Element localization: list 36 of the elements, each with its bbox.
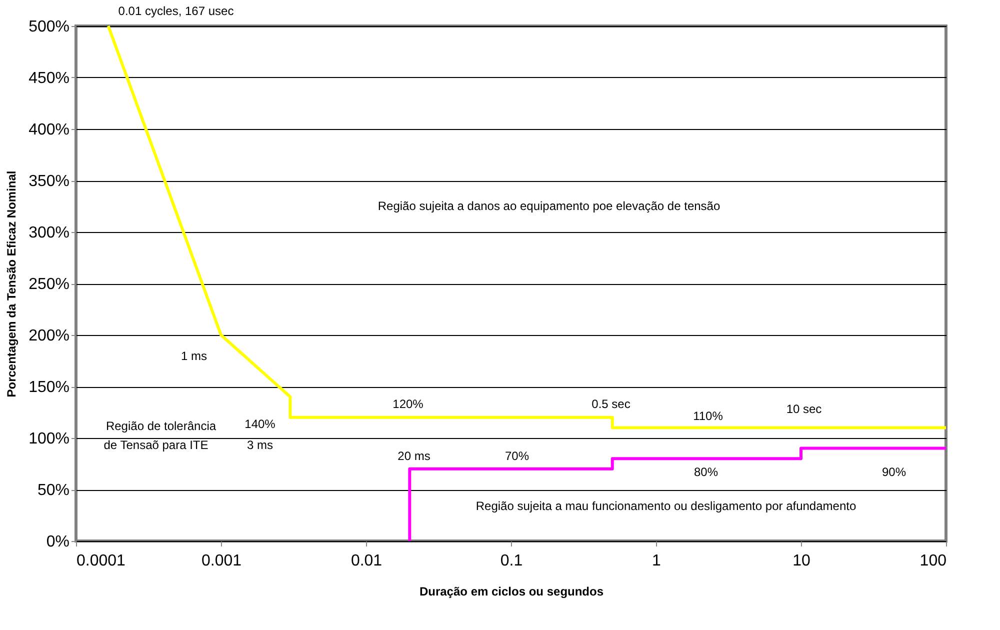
annotation: 70% (504, 449, 530, 463)
y-tick-label: 300% (28, 224, 70, 242)
y-tick-label: 50% (37, 482, 70, 499)
y-tick-label: 250% (28, 276, 70, 293)
x-tick-label: 1 (652, 552, 662, 570)
y-axis-title: Porcentagem da Tensão Eficaz Nominal (4, 170, 19, 398)
y-tick-label: 200% (28, 328, 70, 344)
annotation: 140% (244, 417, 276, 431)
annotation: 1 ms (180, 349, 208, 363)
y-tick-label: 500% (28, 18, 70, 36)
annotation: Região sujeita a mau funcionamento ou desligamento por afundamento (476, 499, 856, 513)
x-tick-label: 10 (792, 552, 810, 570)
x-tick-label: 100 (920, 552, 947, 570)
y-tick-label: 100% (28, 430, 70, 448)
annotation: 10 sec (786, 402, 822, 416)
y-tick-label: 0% (46, 534, 70, 550)
y-tick-label: 400% (28, 122, 70, 138)
annotation: de Tensaõ para ITE (104, 438, 208, 452)
annotation: Região de tolerância (106, 419, 216, 433)
annotation: 0.5 sec (592, 397, 630, 411)
annotation: 80% (694, 465, 718, 479)
annotation: Região sujeita a danos ao equipamento poe elevação de tensão (378, 199, 720, 213)
x-tick-label: 0.001 (201, 552, 242, 570)
annotation: 90% (882, 465, 906, 479)
annotation: 3 ms (246, 438, 274, 452)
x-tick-label: 0.0001 (76, 552, 126, 570)
x-tick-label: 0.01 (350, 552, 382, 570)
y-tick-label: 350% (28, 173, 70, 190)
annotation: 120% (392, 397, 424, 411)
x-tick-label: 0.1 (500, 552, 523, 570)
text: 0.01 cycles, 167 usec (118, 4, 234, 18)
y-tick-label: 450% (28, 70, 70, 87)
annotation: 20 ms (398, 449, 430, 463)
x-axis-title: Duração em ciclos ou segundos (419, 584, 604, 598)
annotation: 110% (693, 409, 724, 423)
y-tick-label: 150% (28, 379, 70, 396)
